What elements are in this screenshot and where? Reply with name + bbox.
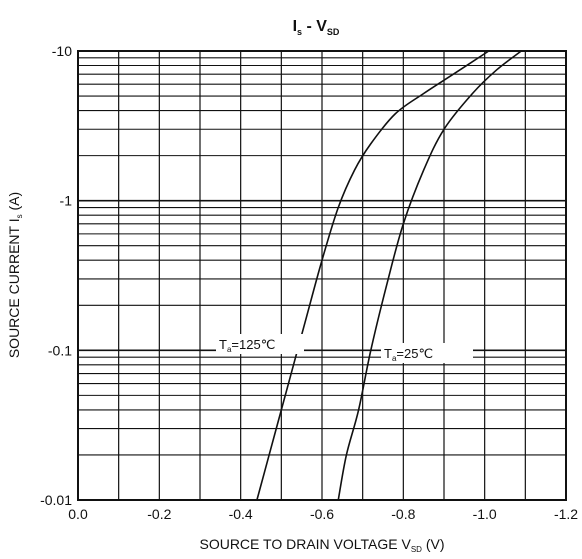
plot-frame [77,50,567,501]
series-layer [256,50,522,501]
annotation-ta125: Ta=125℃ [216,334,304,354]
svg-text:Ta=25℃: Ta=25℃ [384,346,433,363]
y-tick-label: -0.1 [48,342,72,358]
chart-title: Is - VSD [293,18,340,37]
series-line-ta125 [256,50,490,501]
x-tick-label: -1.0 [473,506,497,522]
annotation-ta25: Ta=25℃ [381,343,473,363]
svg-text:Ta=125℃: Ta=125℃ [219,337,275,354]
x-tick-label: -0.4 [229,506,253,522]
x-tick-label: -0.2 [147,506,171,522]
plot-area [77,50,567,501]
x-axis-label: SOURCE TO DRAIN VOLTAGE VSD (V) [199,536,444,554]
y-tick-labels: -10 -1 -0.1 -0.01 [40,43,72,508]
y-tick-label: -1 [60,193,73,209]
series-line-ta25 [337,50,522,501]
grid-lines [78,51,566,500]
y-tick-label: -10 [52,43,72,59]
x-tick-labels: 0.0 -0.2 -0.4 -0.6 -0.8 -1.0 -1.2 [68,506,578,522]
x-tick-label: -0.6 [310,506,334,522]
x-tick-label: -1.2 [554,506,578,522]
x-tick-label: -0.8 [391,506,415,522]
y-axis-label: SOURCE CURRENT Is (A) [6,192,24,358]
y-tick-label: -0.01 [40,492,72,508]
x-tick-label: 0.0 [68,506,88,522]
